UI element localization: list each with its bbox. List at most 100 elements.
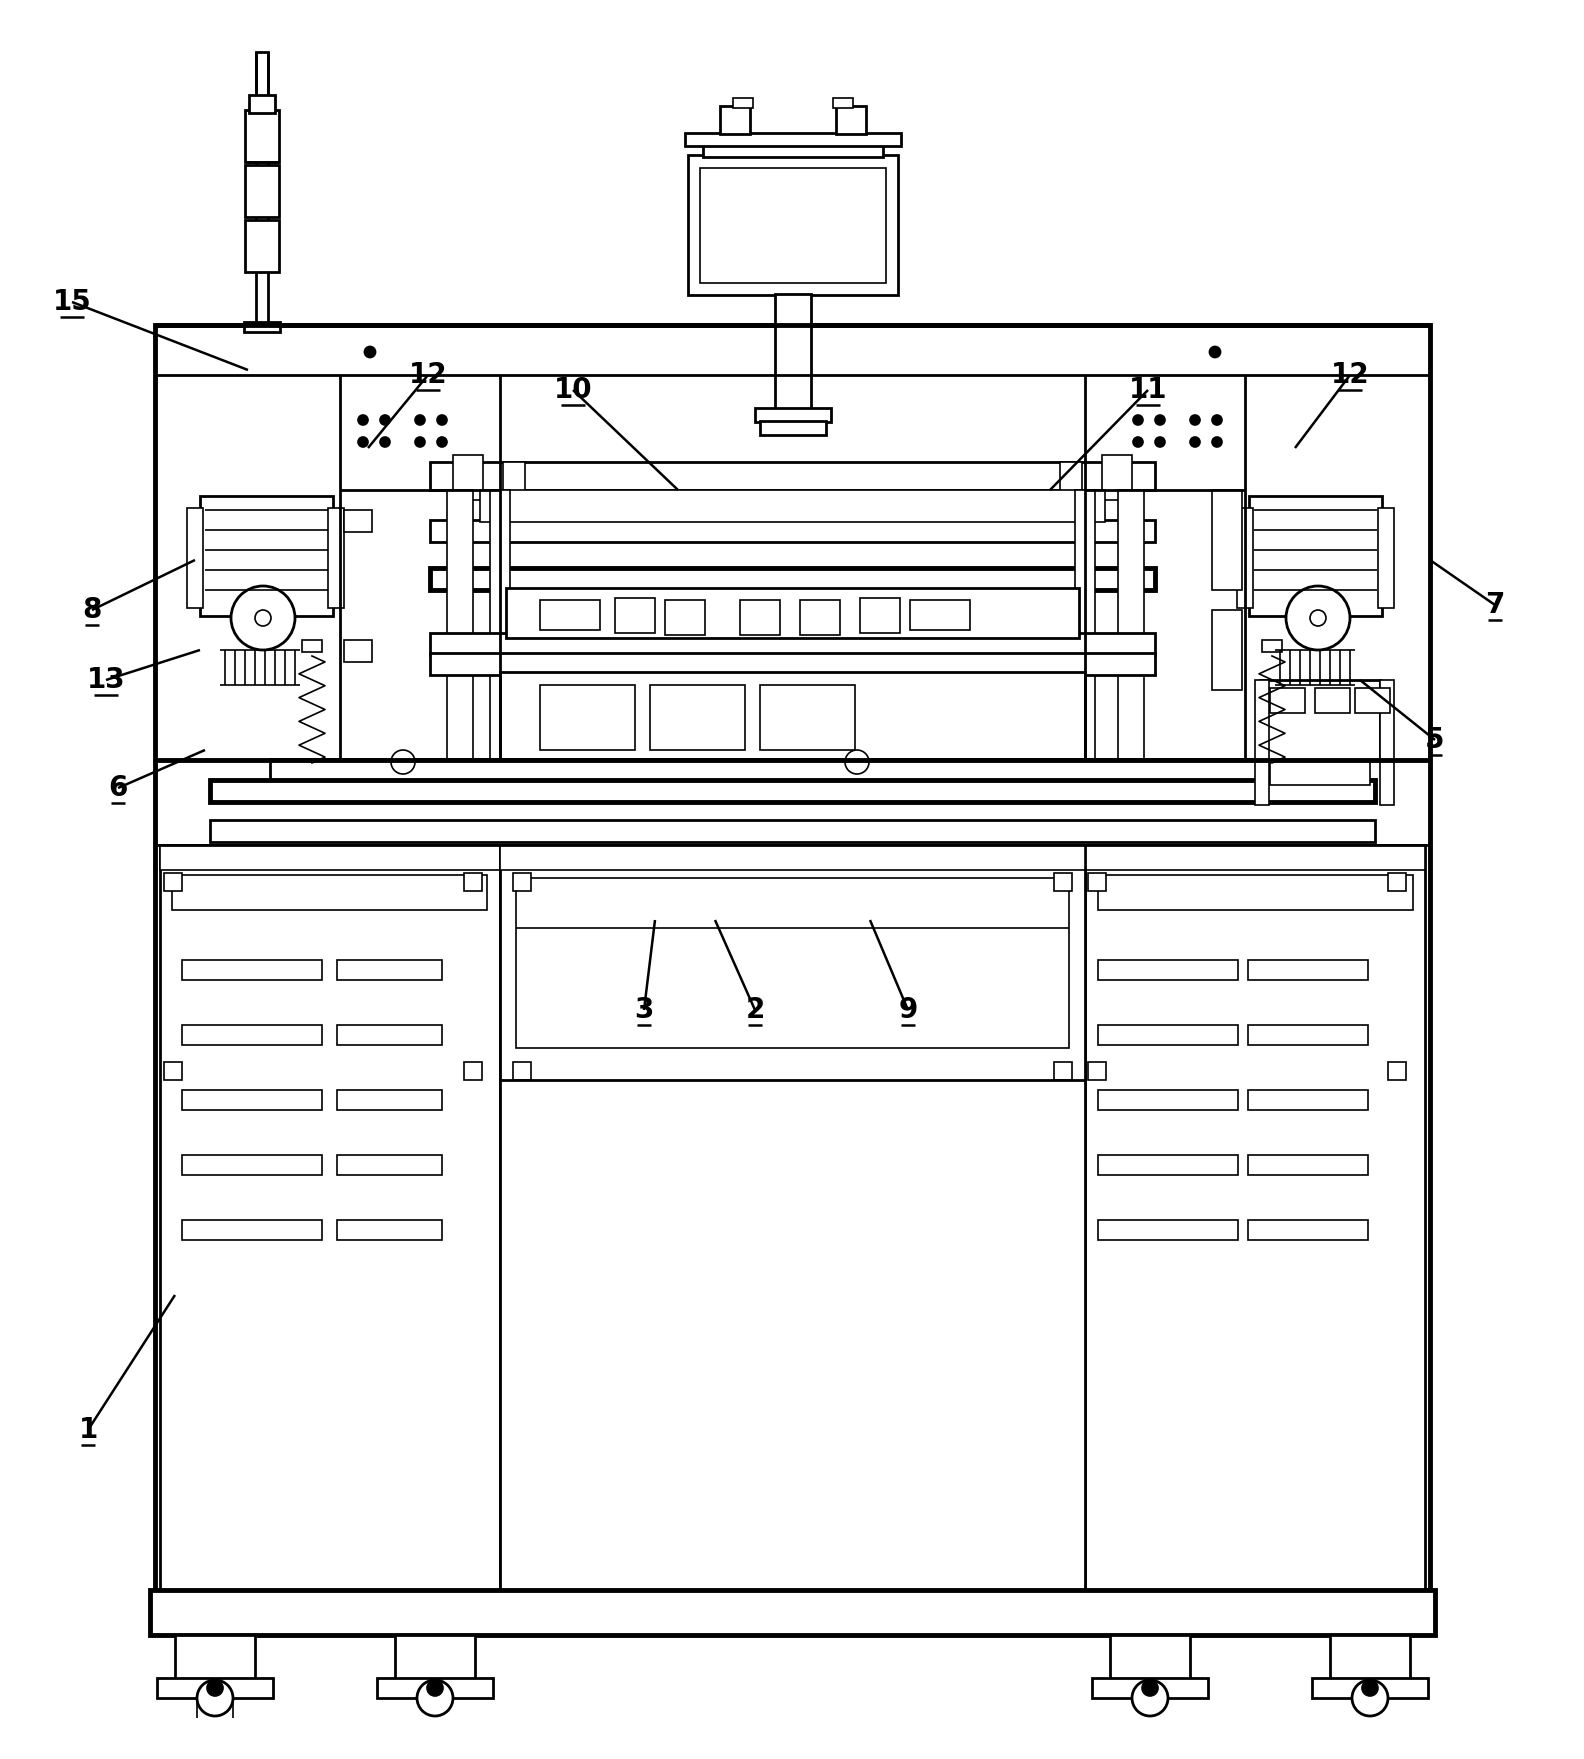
Bar — [1085, 844, 1426, 871]
Bar — [733, 99, 752, 107]
Bar — [328, 508, 344, 609]
Bar — [165, 872, 182, 892]
Bar — [377, 1678, 493, 1697]
Bar — [257, 53, 268, 325]
Circle shape — [1133, 1680, 1167, 1717]
Bar — [1259, 681, 1380, 760]
Bar — [337, 1221, 442, 1240]
Circle shape — [1210, 347, 1220, 357]
Bar — [1060, 463, 1082, 493]
Circle shape — [1310, 610, 1326, 626]
Circle shape — [1286, 586, 1350, 651]
Bar — [1262, 760, 1281, 772]
Bar — [429, 568, 1155, 589]
Bar — [1315, 688, 1350, 712]
Bar — [489, 491, 510, 770]
Bar — [909, 600, 969, 630]
Bar — [155, 325, 1430, 1590]
Bar — [860, 598, 900, 633]
Bar — [160, 844, 501, 871]
Text: 12: 12 — [409, 361, 447, 389]
Circle shape — [196, 1680, 233, 1717]
Text: 10: 10 — [554, 376, 592, 405]
Text: 11: 11 — [1129, 376, 1167, 405]
Bar — [1248, 1091, 1369, 1110]
Circle shape — [1133, 436, 1144, 447]
Text: 3: 3 — [634, 996, 654, 1024]
Bar — [1331, 1636, 1410, 1680]
Circle shape — [1155, 415, 1164, 426]
Circle shape — [358, 415, 367, 426]
Circle shape — [391, 749, 415, 774]
Bar — [1248, 1025, 1369, 1045]
Circle shape — [1353, 1680, 1388, 1717]
Circle shape — [1142, 1680, 1158, 1696]
Bar — [187, 508, 203, 609]
Bar — [700, 169, 885, 283]
Circle shape — [1155, 436, 1164, 447]
Bar — [1270, 688, 1305, 712]
Bar — [740, 600, 779, 635]
Bar — [244, 322, 280, 332]
Bar — [1118, 491, 1144, 770]
Bar — [337, 1156, 442, 1175]
Circle shape — [1212, 436, 1221, 447]
Bar — [182, 1025, 322, 1045]
Bar — [1248, 1156, 1369, 1175]
Bar — [1262, 640, 1281, 653]
Circle shape — [415, 436, 425, 447]
Bar — [344, 510, 372, 531]
Circle shape — [380, 436, 390, 447]
Bar — [687, 155, 898, 296]
Bar — [447, 491, 474, 770]
Bar — [1354, 688, 1391, 712]
Bar — [836, 106, 866, 134]
Circle shape — [428, 1680, 444, 1696]
Bar — [160, 844, 501, 1590]
Bar — [540, 684, 635, 749]
Circle shape — [231, 586, 295, 651]
Bar — [464, 1062, 482, 1080]
Bar — [1248, 1221, 1369, 1240]
Circle shape — [1212, 415, 1221, 426]
Text: 13: 13 — [87, 667, 125, 695]
Bar — [615, 598, 656, 633]
Bar — [1098, 960, 1239, 980]
Bar — [165, 1062, 182, 1080]
Circle shape — [437, 436, 447, 447]
Circle shape — [358, 436, 367, 447]
Bar — [760, 420, 825, 434]
Bar — [1053, 1062, 1072, 1080]
Bar — [464, 872, 482, 892]
Circle shape — [1190, 436, 1201, 447]
Bar — [540, 600, 600, 630]
Bar — [429, 653, 1155, 675]
Circle shape — [437, 415, 447, 426]
Bar — [200, 496, 333, 616]
Bar — [1088, 872, 1106, 892]
Bar — [337, 1025, 442, 1045]
Bar — [516, 878, 1069, 1048]
Bar — [453, 456, 483, 500]
Text: 1: 1 — [78, 1416, 98, 1444]
Bar — [182, 1156, 322, 1175]
Bar — [1250, 496, 1381, 616]
Text: 5: 5 — [1426, 726, 1445, 755]
Bar — [1378, 508, 1394, 609]
Text: 12: 12 — [1331, 361, 1369, 389]
Text: 6: 6 — [108, 774, 128, 802]
Bar — [1088, 1062, 1106, 1080]
Bar — [721, 106, 749, 134]
Bar — [800, 600, 840, 635]
Circle shape — [415, 415, 425, 426]
Bar — [1110, 1636, 1190, 1680]
Bar — [429, 521, 1155, 542]
Bar — [1255, 681, 1269, 806]
Bar — [1053, 872, 1072, 892]
Bar — [182, 960, 322, 980]
Circle shape — [417, 1680, 453, 1717]
Bar — [649, 684, 744, 749]
Circle shape — [1362, 1680, 1378, 1696]
Bar — [1098, 874, 1413, 909]
Bar — [157, 1678, 272, 1697]
